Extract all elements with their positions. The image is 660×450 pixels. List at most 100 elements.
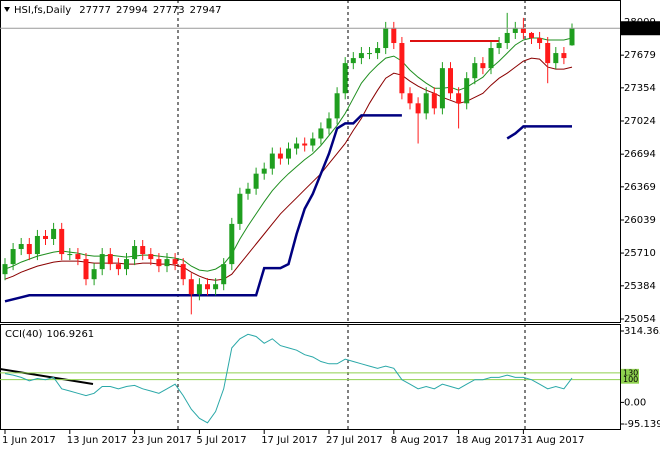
- candle-body: [10, 249, 16, 265]
- x-tick-label: 5 Jul 2017: [196, 435, 246, 446]
- candle-body: [407, 93, 413, 104]
- cci-header: CCI(40) 106.9261: [5, 329, 94, 340]
- y-tick-label: 25054: [624, 314, 656, 325]
- candle-body: [83, 259, 89, 280]
- candle-body: [43, 235, 48, 239]
- y-tick-label: 26369: [624, 182, 656, 193]
- candle-body: [34, 235, 40, 255]
- candle-body: [294, 143, 300, 149]
- candle-body: [399, 43, 405, 94]
- candle-body: [334, 93, 340, 119]
- candle-body: [318, 128, 324, 139]
- candle-body: [205, 284, 210, 290]
- cci-line: [4, 333, 573, 424]
- close-value: 27947: [190, 5, 222, 16]
- candle-body: [51, 228, 57, 239]
- cci-title: CCI(40): [5, 329, 43, 340]
- level-tag: [621, 375, 639, 384]
- candle-body: [237, 193, 243, 224]
- candle-body: [2, 264, 8, 275]
- price-tag: [621, 21, 660, 36]
- overlay-line: [4, 57, 573, 281]
- candle-body: [326, 118, 332, 129]
- candle-body: [99, 254, 105, 270]
- candle-body: [504, 32, 510, 44]
- y-tick-label: -95.1391: [624, 419, 660, 430]
- candle-body: [26, 244, 32, 255]
- candle-body: [537, 37, 543, 44]
- level-label: 100: [623, 375, 638, 384]
- header: HSI,fs,Daily 27777 27994 27773 27947: [14, 5, 221, 16]
- candle-body: [261, 168, 267, 174]
- cci-value: 106.9261: [46, 329, 94, 340]
- candle-body: [342, 63, 348, 94]
- candle-body: [18, 244, 24, 250]
- candle-body: [512, 27, 518, 33]
- candle-body: [107, 254, 113, 265]
- overlay-line: [4, 114, 572, 303]
- collapse-icon[interactable]: [4, 7, 10, 12]
- y-tick-label: 25384: [624, 281, 656, 292]
- candle-body: [439, 68, 445, 109]
- cci-panel: [0, 324, 621, 430]
- high-value: 27994: [116, 5, 148, 16]
- candle-body: [245, 188, 251, 194]
- x-tick-label: 27 Jul 2017: [326, 435, 383, 446]
- y-tick-label: 27024: [624, 116, 656, 127]
- candle-body: [350, 58, 356, 64]
- candle-body: [140, 246, 146, 255]
- x-tick-label: 8 Aug 2017: [391, 435, 449, 446]
- y-tick-label: 27679: [624, 50, 656, 61]
- candle-body: [221, 264, 227, 285]
- y-tick-label: 314.3633: [624, 326, 660, 337]
- candle-body: [213, 284, 219, 290]
- candle-body: [310, 138, 316, 146]
- candle-body: [91, 269, 97, 280]
- candle-body: [448, 68, 453, 94]
- candle-body: [67, 254, 73, 256]
- candle-body: [253, 173, 259, 189]
- candle-body: [472, 63, 478, 79]
- candle-body: [569, 28, 575, 46]
- price-panel: [0, 0, 621, 323]
- level-label: 130: [623, 368, 638, 377]
- y-tick-label: 26039: [624, 215, 656, 226]
- y-tick-label: 0.00: [624, 397, 646, 408]
- x-tick-label: 23 Jun 2017: [132, 435, 192, 446]
- y-tick-label: 27354: [624, 83, 656, 94]
- x-tick-label: 17 Jul 2017: [261, 435, 318, 446]
- candle-body: [277, 153, 283, 159]
- candle-body: [423, 93, 429, 114]
- overlay-line: [4, 37, 573, 272]
- candle-body: [196, 284, 202, 295]
- candle-body: [148, 254, 154, 260]
- candle-body: [488, 48, 494, 69]
- candle-body: [132, 246, 138, 260]
- candle-body: [415, 103, 421, 114]
- candle-body: [545, 43, 551, 64]
- x-tick-label: 13 Jun 2017: [67, 435, 127, 446]
- candle-body: [561, 53, 567, 59]
- candle-body: [375, 48, 381, 54]
- candle-body: [431, 93, 437, 109]
- candle-body: [269, 153, 275, 169]
- x-tick-label: 1 Jun 2017: [2, 435, 56, 446]
- candle-body: [115, 264, 121, 270]
- chart-title: HSI,fs,Daily: [14, 5, 71, 16]
- open-value: 27777: [79, 5, 111, 16]
- candle-body: [553, 53, 559, 64]
- candle-body: [358, 53, 364, 59]
- low-value: 27773: [153, 5, 185, 16]
- candle-body: [75, 254, 81, 260]
- level-tag: [621, 368, 639, 377]
- candle-body: [496, 43, 502, 49]
- x-tick-label: 18 Aug 2017: [456, 435, 520, 446]
- candle-body: [229, 223, 235, 265]
- candle-body: [529, 32, 534, 38]
- x-tick-label: 31 Aug 2017: [520, 435, 584, 446]
- candle-body: [286, 148, 291, 159]
- y-tick-label: 26694: [624, 149, 656, 160]
- price-tag-label: 27947: [624, 23, 656, 34]
- candle-body: [302, 143, 308, 146]
